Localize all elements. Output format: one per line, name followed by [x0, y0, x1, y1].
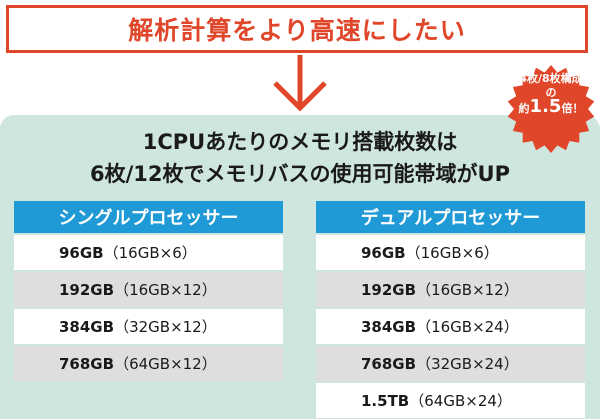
config: （16GB×12） — [114, 281, 217, 299]
main-title-line1: 1CPUあたりのメモリ搭載枚数は — [142, 130, 458, 154]
config: （32GB×12） — [114, 318, 217, 336]
badge-suffix: 倍！ — [561, 102, 584, 115]
dual-processor-table: デュアルプロセッサー 96GB （16GB×6） 192GB （16GB×12） 3… — [316, 201, 585, 418]
capacity: 1.5TB — [361, 391, 410, 410]
badge-line2: の — [545, 86, 557, 99]
config: （16GB×24） — [416, 318, 519, 336]
table-row: 192GB （16GB×12） — [316, 272, 585, 307]
main-title-line2: 6枚/12枚でメモリバスの使用可能帯域がUP — [90, 162, 510, 186]
config: （64GB×24） — [409, 392, 512, 410]
config: （32GB×24） — [416, 355, 519, 373]
capacity: 768GB — [59, 354, 115, 373]
capacity: 96GB — [59, 243, 104, 262]
table-row: 768GB （64GB×12） — [14, 346, 283, 381]
capacity: 96GB — [361, 243, 406, 262]
table-row: 384GB （16GB×24） — [316, 309, 585, 344]
badge-value: 1.5 — [529, 96, 562, 117]
down-arrow-icon — [273, 55, 327, 112]
config: （64GB×12） — [114, 355, 217, 373]
badge-text: 4枚/8枚構成 の 約1.5倍！ — [506, 72, 596, 116]
capacity: 384GB — [59, 317, 115, 336]
main-title: 1CPUあたりのメモリ搭載枚数は 6枚/12枚でメモリバスの使用可能帯域がUP — [0, 126, 600, 190]
table-row: 384GB （32GB×12） — [14, 309, 283, 344]
config: （16GB×6） — [405, 244, 499, 262]
table-row: 96GB （16GB×6） — [316, 235, 585, 270]
badge-line3: 約1.5倍！ — [506, 98, 596, 116]
capacity: 192GB — [361, 280, 417, 299]
table-row: 96GB （16GB×6） — [14, 235, 283, 270]
dual-processor-heading: デュアルプロセッサー — [316, 201, 585, 233]
header-title: 解析計算をより高速にしたい — [128, 16, 466, 45]
capacity: 768GB — [361, 354, 417, 373]
table-row: 1.5TB （64GB×24） — [316, 383, 585, 418]
table-row: 192GB （16GB×12） — [14, 272, 283, 307]
starburst-badge-icon — [507, 65, 595, 153]
badge-line1: 4枚/8枚構成 — [519, 72, 583, 85]
single-processor-table: シングルプロセッサー 96GB （16GB×6） 192GB （16GB×12） 3… — [14, 201, 283, 381]
header-banner: 解析計算をより高速にしたい — [6, 5, 588, 53]
table-row: 768GB （32GB×24） — [316, 346, 585, 381]
capacity: 384GB — [361, 317, 417, 336]
capacity: 192GB — [59, 280, 115, 299]
single-processor-heading: シングルプロセッサー — [14, 201, 283, 233]
badge-prefix: 約 — [518, 102, 530, 115]
config: （16GB×12） — [416, 281, 519, 299]
config: （16GB×6） — [103, 244, 197, 262]
